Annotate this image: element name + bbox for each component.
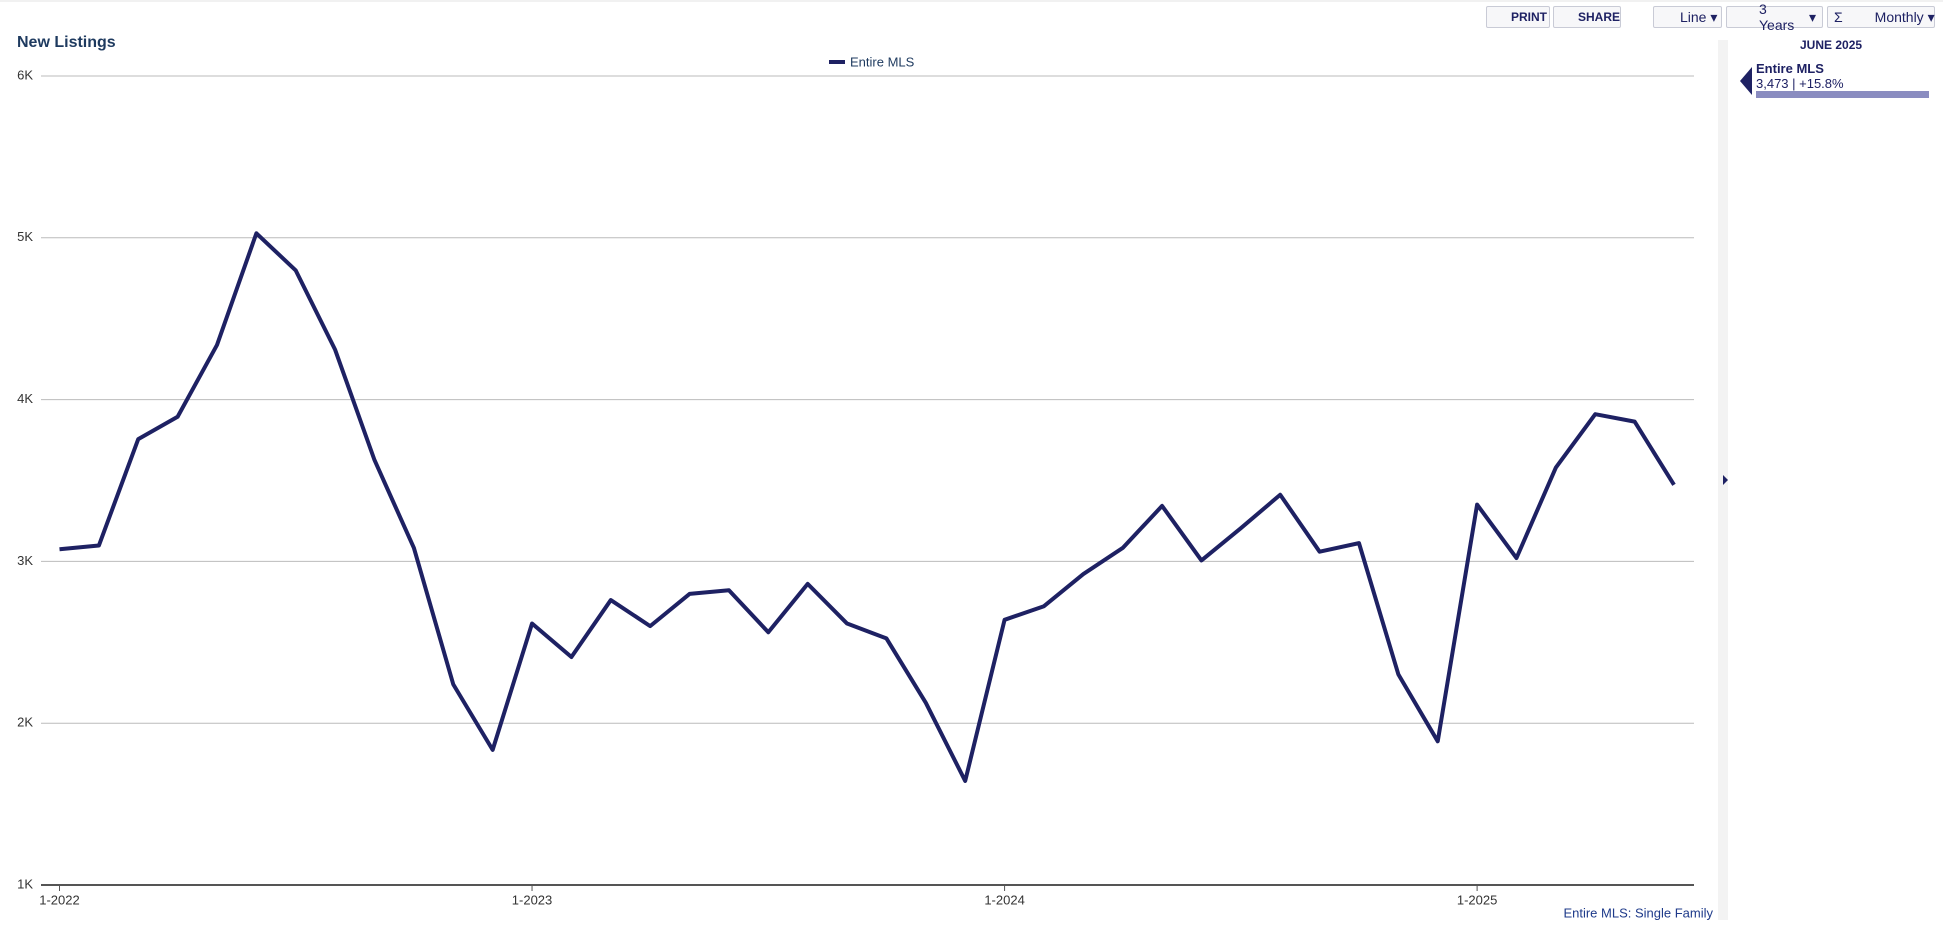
y-tick-label: 1K	[17, 876, 33, 891]
sidebar-marker	[1740, 67, 1752, 95]
print-label: PRINT	[1511, 10, 1547, 24]
source-note: Entire MLS: Single Family	[1563, 905, 1713, 920]
collapse-toggle[interactable]	[1723, 475, 1728, 485]
x-tick-label: 1-2025	[1457, 892, 1497, 907]
y-tick-label: 2K	[17, 715, 33, 730]
sidebar-date: JUNE 2025	[1800, 38, 1863, 52]
x-tick-label: 1-2022	[39, 892, 79, 907]
x-tick-label: 1-2024	[984, 892, 1024, 907]
series-line	[59, 231, 1676, 783]
y-tick-label: 6K	[17, 67, 33, 82]
chart-type-dropdown[interactable]: Line ▾	[1653, 6, 1722, 28]
print-button[interactable]: PRINT	[1486, 6, 1550, 28]
period-dropdown[interactable]: Σ Monthly ▾	[1827, 6, 1935, 28]
period-label: Monthly	[1874, 9, 1924, 25]
y-tick-label: 5K	[17, 229, 33, 244]
sidebar-name: Entire MLS	[1756, 61, 1824, 76]
chart-title: New Listings	[17, 34, 116, 51]
sidebar-bar	[1756, 91, 1929, 98]
range-dropdown[interactable]: 3 Years ▾	[1726, 1, 1823, 33]
y-tick-label: 4K	[17, 391, 33, 406]
x-tick-label: 1-2023	[512, 892, 552, 907]
sidebar-value: 3,473 | +15.8%	[1756, 76, 1844, 91]
share-label: SHARE	[1578, 10, 1621, 24]
share-button[interactable]: SHARE	[1553, 6, 1621, 28]
range-label: 3 Years	[1759, 1, 1795, 33]
legend-label: Entire MLS	[850, 54, 915, 69]
y-tick-label: 3K	[17, 553, 33, 568]
chart-type-label: Line	[1680, 9, 1707, 25]
